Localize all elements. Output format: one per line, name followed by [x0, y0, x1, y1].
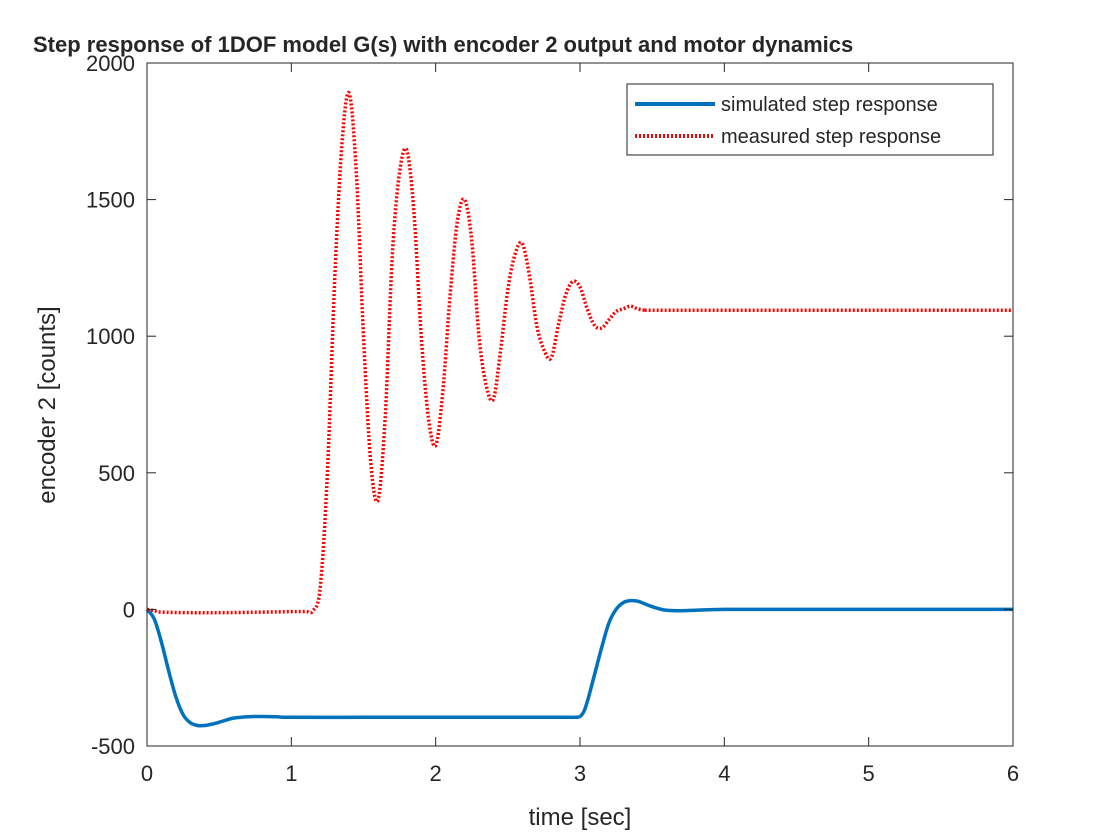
x-axis-label: time [sec]: [529, 804, 632, 831]
y-tick-label: 2000: [86, 51, 135, 76]
y-tick-label: 500: [98, 461, 135, 486]
legend-label-measured: measured step response: [721, 126, 941, 148]
y-tick-label: 0: [123, 597, 135, 622]
series-line-simulated: [145, 598, 1013, 728]
x-tick-label: 0: [141, 761, 153, 786]
x-tick-label: 5: [863, 761, 875, 786]
y-axis-label: encoder 2 [counts]: [34, 306, 61, 503]
x-tick-label: 4: [718, 761, 730, 786]
x-tick-label: 1: [285, 761, 297, 786]
series-layer: [145, 90, 1013, 728]
x-tick-label: 6: [1007, 761, 1019, 786]
legend-label-simulated: simulated step response: [721, 94, 938, 116]
chart-title: Step response of 1DOF model G(s) with en…: [33, 32, 853, 57]
x-tick-label: 3: [574, 761, 586, 786]
series-line-measured: [146, 90, 1013, 615]
y-tick-label: 1500: [86, 188, 135, 213]
legend-box: [626, 83, 994, 156]
y-tick-label: -500: [91, 734, 135, 759]
plot-area: [147, 63, 1013, 746]
x-tick-label: 2: [430, 761, 442, 786]
legend: simulated step response measured step re…: [626, 83, 994, 156]
y-tick-label: 1000: [86, 324, 135, 349]
